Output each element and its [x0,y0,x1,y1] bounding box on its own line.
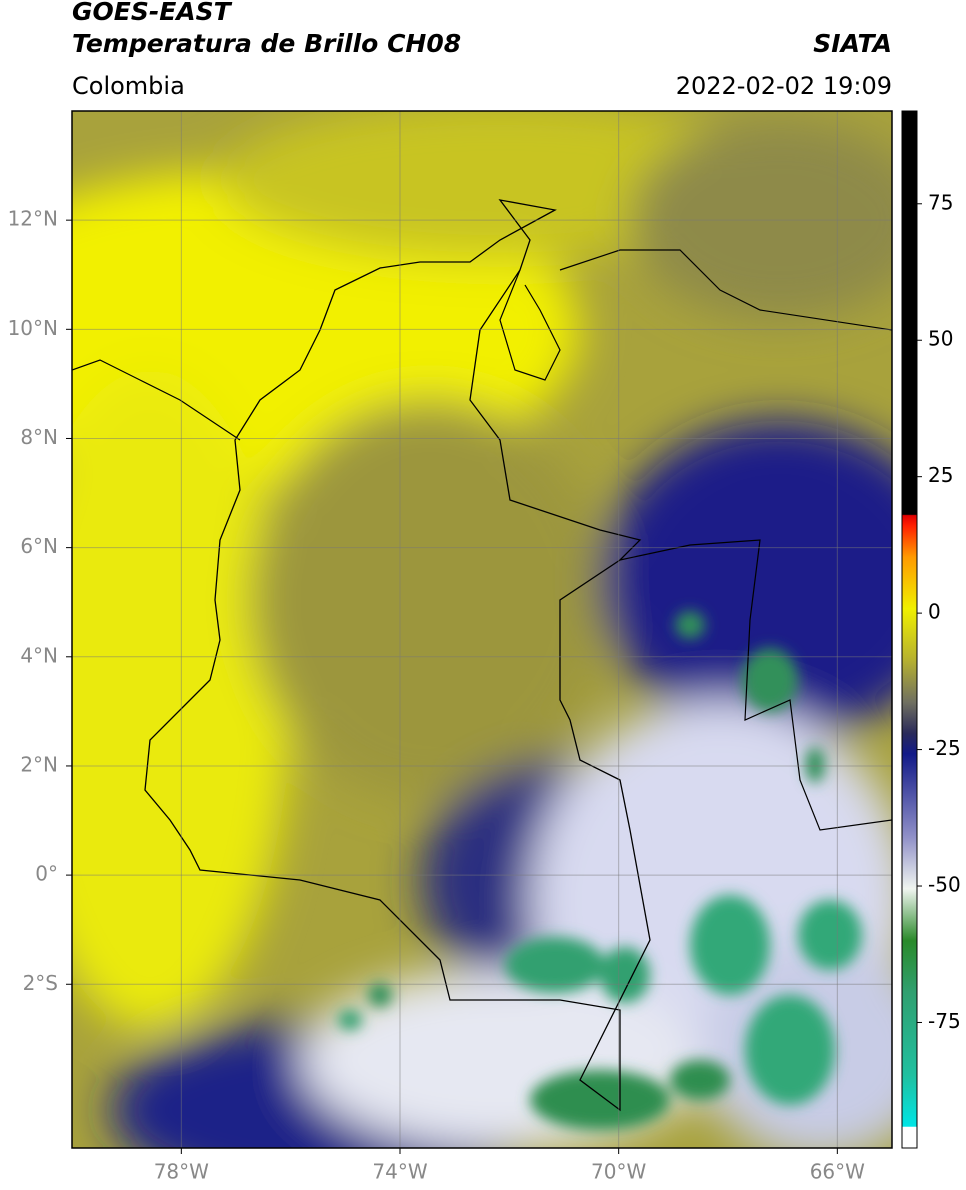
title: GOES-EAST [72,0,233,26]
x-tick-label: 70°W [591,1160,646,1184]
x-tick-label: 74°W [372,1160,427,1184]
y-tick-label: 2°S [23,971,58,995]
colorbar-tick-label: -50 [928,873,961,897]
x-tick-label: 66°W [810,1160,865,1184]
y-tick-label: 0° [35,862,58,886]
y-tick-label: 8°N [20,425,58,449]
colorbar-tick-label: 75 [928,190,953,214]
y-tick-label: 6°N [20,534,58,558]
border [72,249,892,831]
colorbar-tick-label: -25 [928,736,961,760]
map-frame [71,110,893,1149]
y-tick-label: 12°N [8,207,58,231]
colorbar-tick-label: 50 [928,327,953,351]
border [144,199,651,1112]
colorbar-tick-label: 25 [928,463,953,487]
subtitle: Temperatura de Brillo CH08 [72,29,461,58]
y-tick-label: 10°N [8,316,58,340]
colorbar [901,110,918,1149]
region: Colombia [72,72,185,100]
colorbar-tick-label: -75 [928,1009,961,1033]
datetime: 2022-02-02 19:09 [676,72,892,100]
satellite-image [72,111,892,1148]
source: SIATA [813,29,892,58]
x-tick-label: 78°W [154,1160,209,1184]
y-tick-label: 2°N [20,752,58,776]
y-tick-label: 4°N [20,643,58,667]
colorbar-tick-label: 0 [928,600,941,624]
